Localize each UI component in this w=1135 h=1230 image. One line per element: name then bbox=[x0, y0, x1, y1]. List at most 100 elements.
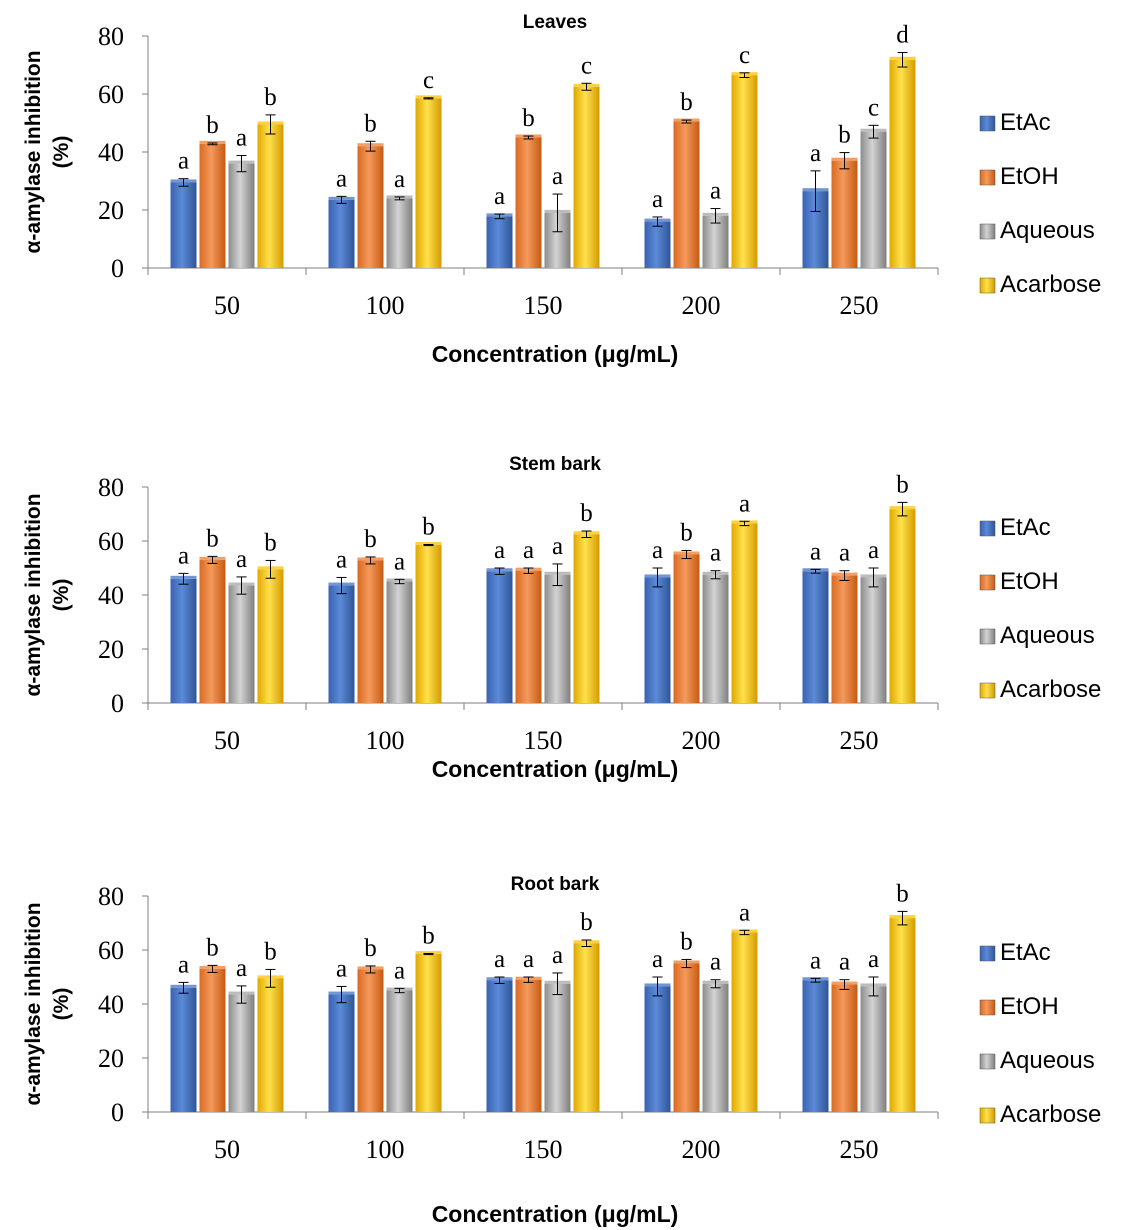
y-axis-label: α-amylase inhibition (%) bbox=[22, 50, 73, 253]
bar-acarbose-150 bbox=[573, 86, 600, 268]
legend-label: EtOH bbox=[1000, 163, 1059, 190]
legend-item-acarbose: Acarbose bbox=[979, 271, 1101, 298]
significance-letter: a bbox=[710, 540, 721, 567]
significance-letter: a bbox=[810, 538, 821, 565]
significance-letter: b bbox=[422, 923, 435, 950]
bar-etac-100 bbox=[328, 585, 355, 703]
y-axis-label-line1: α-amylase inhibition bbox=[22, 902, 45, 1105]
significance-letter: b bbox=[580, 500, 593, 527]
significance-letter: a bbox=[810, 947, 821, 974]
legend-swatch bbox=[979, 574, 996, 591]
bar-acarbose-200 bbox=[731, 523, 758, 703]
x-tick-label: 250 bbox=[840, 726, 879, 755]
legend-item-acarbose: Acarbose bbox=[979, 1101, 1101, 1128]
significance-letter: b bbox=[206, 934, 219, 961]
significance-letter: b bbox=[364, 110, 377, 137]
bar-etac-50 bbox=[170, 578, 197, 703]
y-tick-label: 80 bbox=[98, 22, 124, 51]
x-axis-label: Concentration (μg/mL) bbox=[432, 341, 679, 367]
legend: EtAc EtOH Aqueous Acarbose bbox=[979, 939, 1101, 1128]
y-tick-label: 40 bbox=[98, 581, 124, 610]
legend-swatch bbox=[979, 628, 996, 645]
bar-etac-150 bbox=[486, 571, 513, 703]
bar-etac-100 bbox=[328, 199, 355, 268]
legend: EtAc EtOH Aqueous Acarbose bbox=[979, 514, 1101, 703]
bar-etac-200 bbox=[644, 221, 671, 268]
significance-letter: a bbox=[839, 540, 850, 567]
legend-swatch bbox=[979, 1053, 996, 1070]
significance-letter: b bbox=[422, 514, 435, 541]
significance-letter: a bbox=[336, 165, 347, 192]
significance-letter: d bbox=[896, 22, 909, 49]
bar-acarbose-250 bbox=[889, 918, 916, 1112]
bar-acarbose-100 bbox=[415, 98, 442, 268]
legend-item-etoh: EtOH bbox=[979, 993, 1059, 1020]
legend-item-acarbose: Acarbose bbox=[979, 676, 1101, 703]
chart-panel-1: Stem bark 0 20 40 60 80 α-amylase inhibition (%… bbox=[22, 454, 1101, 782]
bar-cap bbox=[415, 95, 442, 99]
significance-letter: b bbox=[206, 525, 219, 552]
bar-etoh-250 bbox=[831, 575, 858, 703]
y-tick-label: 40 bbox=[98, 138, 124, 167]
significance-letter: a bbox=[178, 148, 189, 175]
legend-swatch bbox=[979, 999, 996, 1016]
x-tick-label: 150 bbox=[524, 1135, 563, 1164]
legend-label: EtOH bbox=[1000, 568, 1059, 595]
bar-etac-150 bbox=[486, 980, 513, 1112]
legend-swatch bbox=[979, 520, 996, 537]
bar-acarbose-100 bbox=[415, 954, 442, 1112]
legend: EtAc EtOH Aqueous Acarbose bbox=[979, 109, 1101, 298]
legend-item-aqueous: Aqueous bbox=[979, 217, 1095, 244]
significance-letter: b bbox=[264, 84, 277, 111]
legend-swatch bbox=[979, 277, 996, 294]
significance-letter: a bbox=[868, 537, 879, 564]
significance-letter: b bbox=[838, 122, 851, 149]
significance-letter: a bbox=[178, 951, 189, 978]
significance-letter: b bbox=[896, 880, 909, 907]
bar-etoh-150 bbox=[515, 570, 542, 703]
significance-letter: a bbox=[552, 163, 563, 190]
legend-swatch bbox=[979, 115, 996, 132]
bar-etoh-50 bbox=[199, 559, 226, 703]
y-tick-label: 80 bbox=[98, 882, 124, 911]
legend-item-etoh: EtOH bbox=[979, 568, 1059, 595]
significance-letter: a bbox=[336, 546, 347, 573]
bar-etoh-100 bbox=[357, 969, 384, 1112]
bar-aqueous-250 bbox=[860, 986, 887, 1112]
x-tick-label: 200 bbox=[682, 291, 721, 320]
bar-acarbose-150 bbox=[573, 534, 600, 703]
legend-label: EtOH bbox=[1000, 993, 1059, 1020]
bar-aqueous-200 bbox=[702, 215, 729, 268]
bar-etoh-100 bbox=[357, 560, 384, 703]
significance-letter: a bbox=[236, 124, 247, 151]
y-tick-label: 20 bbox=[98, 196, 124, 225]
x-tick-label: 50 bbox=[214, 1135, 240, 1164]
y-tick-label: 0 bbox=[111, 254, 124, 283]
significance-letter: a bbox=[494, 946, 505, 973]
bar-etac-150 bbox=[486, 216, 513, 268]
significance-letter: a bbox=[710, 178, 721, 205]
y-tick-label: 20 bbox=[98, 1044, 124, 1073]
legend-label: Acarbose bbox=[1000, 1101, 1101, 1128]
legend-item-etac: EtAc bbox=[979, 939, 1051, 966]
significance-letter: a bbox=[739, 899, 750, 926]
bar-etoh-200 bbox=[673, 554, 700, 703]
chart-title: Root bark bbox=[511, 874, 600, 895]
legend-item-aqueous: Aqueous bbox=[979, 622, 1095, 649]
bar-aqueous-250 bbox=[860, 131, 887, 268]
y-axis-label-line1: α-amylase inhibition bbox=[22, 493, 45, 696]
legend-label: Acarbose bbox=[1000, 271, 1101, 298]
x-tick-label: 100 bbox=[366, 291, 405, 320]
legend-item-etac: EtAc bbox=[979, 109, 1051, 136]
bar-cap bbox=[199, 140, 226, 144]
y-tick-label: 60 bbox=[98, 936, 124, 965]
bar-etoh-200 bbox=[673, 121, 700, 268]
y-tick-label: 20 bbox=[98, 635, 124, 664]
bar-etoh-50 bbox=[199, 968, 226, 1112]
significance-letter: a bbox=[652, 946, 663, 973]
bar-acarbose-250 bbox=[889, 59, 916, 268]
bar-aqueous-150 bbox=[544, 574, 571, 703]
chart-title: Leaves bbox=[523, 12, 587, 33]
x-tick-label: 50 bbox=[214, 726, 240, 755]
bar-aqueous-200 bbox=[702, 983, 729, 1112]
